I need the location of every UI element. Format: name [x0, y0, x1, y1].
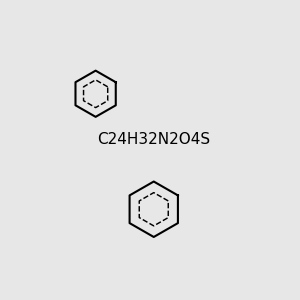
Text: C24H32N2O4S: C24H32N2O4S — [97, 132, 210, 147]
